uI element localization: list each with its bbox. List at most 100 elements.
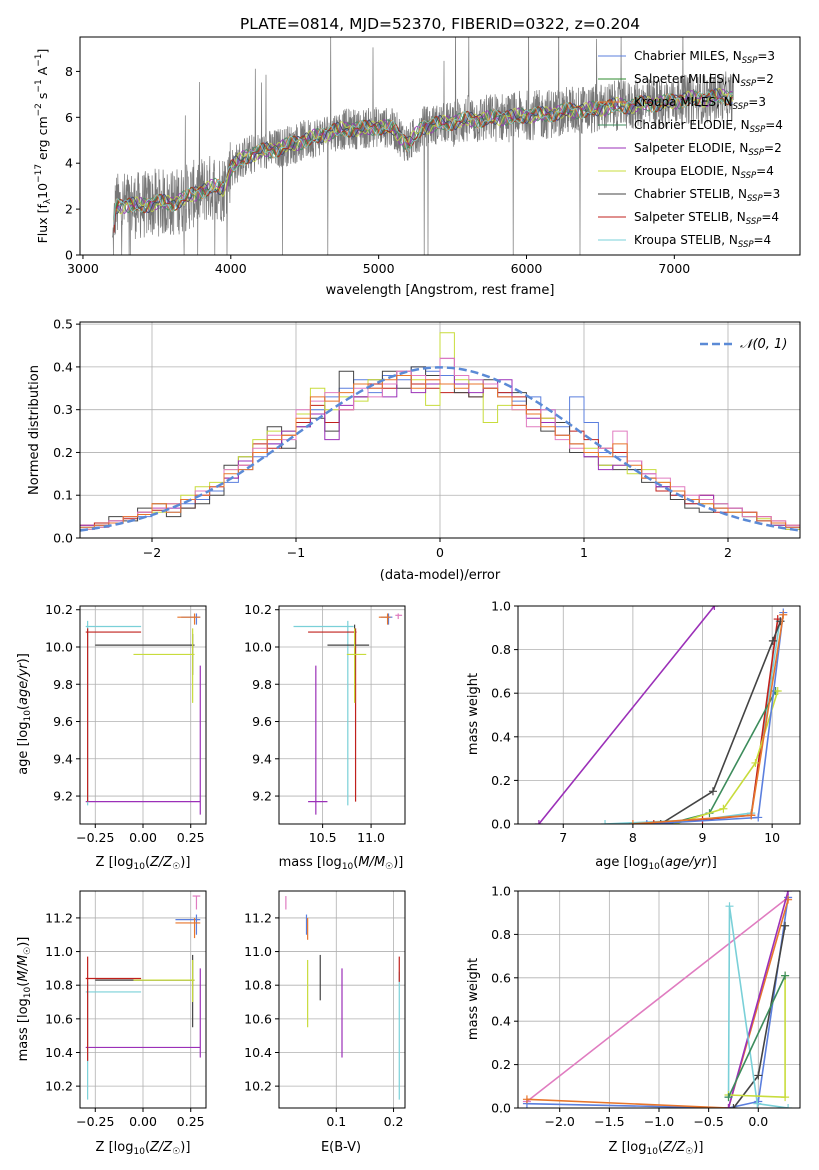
spectrum-ylabel: Flux [fλ10−17 erg cm−2 s−1 A−1] — [34, 49, 53, 244]
weight-marker — [773, 687, 782, 696]
x-tick-label: 4000 — [215, 261, 247, 276]
legend-label: Kroupa MILES, NSSP=3 — [634, 95, 766, 112]
weight-marker — [649, 820, 658, 824]
weight-vs-age-panel: 7 8 9 10 0.0 0.2 0.4 0.6 0.8 1.0 mass weight age … — [466, 599, 801, 872]
y-tick-label: 0.1 — [53, 488, 73, 503]
weight-marker — [754, 813, 763, 822]
y-tick-label: 9.6 — [53, 714, 73, 729]
weight-marker — [776, 617, 785, 626]
spectrum-y-ticks: 0 2 4 6 8 — [65, 64, 80, 263]
y-tick-label: 10.6 — [244, 1011, 272, 1026]
x-tick-label: 7000 — [658, 261, 690, 276]
x-tick-label: −1.5 — [594, 1114, 624, 1129]
y-tick-label: 0.8 — [491, 642, 511, 657]
y-tick-label: 9.2 — [252, 789, 272, 804]
residual-panel: −2 −1 0 1 2 0.0 0.1 0.2 0.3 0.4 0.5 (data-model)/… — [27, 317, 801, 583]
legend-label: Chabrier MILES, NSSP=3 — [634, 49, 775, 66]
y-tick-label: 0.6 — [491, 970, 511, 985]
x-tick-label: 0 — [436, 545, 444, 560]
spectrum-axes-frame — [79, 36, 801, 256]
spectrum-lines — [112, 37, 734, 255]
y-tick-label: 1.0 — [491, 884, 511, 899]
model-spectrum — [113, 88, 733, 229]
age-vs-mass-panel: 10.5 11.0 9.2 9.4 9.6 9.8 10.0 10.2 mass [log10… — [244, 602, 406, 872]
x-tick-label: 7 — [559, 830, 567, 845]
weight-marker — [719, 804, 728, 813]
weight-vs-age-plot: 7 8 9 10 0.0 0.2 0.4 0.6 0.8 1.0 — [491, 599, 801, 845]
panel-marks — [522, 891, 793, 1108]
x-tick-label: −2 — [143, 545, 161, 560]
x-tick-label: 0.00 — [129, 830, 157, 845]
x-tick-label: 6000 — [511, 261, 543, 276]
weight-line — [526, 896, 789, 1103]
weight-marker — [779, 610, 788, 619]
model-spectrum — [113, 91, 733, 225]
spectrum-xlabel: wavelength [Angstrom, rest frame] — [326, 283, 555, 298]
weight-line — [727, 891, 789, 1108]
weight-marker — [601, 820, 610, 824]
residual-x-ticks: −2 −1 0 1 2 — [143, 538, 732, 560]
y-tick-label: 0.6 — [491, 686, 511, 701]
age-vs-mass-plot: 10.5 11.0 9.2 9.4 9.6 9.8 10.0 10.2 — [244, 602, 406, 845]
weight-vs-age-ylabel: mass weight — [466, 673, 481, 755]
weight-marker — [784, 891, 793, 895]
y-tick-label: 0.0 — [491, 1101, 511, 1116]
x-tick-label: 0.25 — [177, 1114, 205, 1129]
x-tick-label: 3000 — [67, 261, 99, 276]
age-vs-z-panel: −0.25 0.00 0.25 9.2 9.4 9.6 9.8 10.0 10.2 age [l… — [16, 602, 207, 872]
y-tick-label: 10.2 — [45, 1079, 73, 1094]
model-spectrum — [113, 87, 734, 231]
weight-marker — [747, 811, 756, 820]
weight-vs-z-panel: −2.0 −1.5 −1.0 −0.5 0.0 0.0 0.2 0.4 0.6 0.8 1.0 ma… — [466, 884, 801, 1157]
x-tick-label: 0.1 — [326, 1114, 346, 1129]
x-tick-label: 0.0 — [748, 1114, 768, 1129]
axes-frame — [517, 605, 801, 825]
weight-marker — [710, 606, 719, 610]
y-tick-label: 10.2 — [45, 602, 73, 617]
x-tick-label: 8 — [629, 830, 637, 845]
x-tick-label: −1 — [287, 545, 305, 560]
residual-legend: 𝒩(0, 1) — [700, 337, 787, 352]
axes-frame — [278, 890, 406, 1109]
weight-marker — [534, 820, 543, 824]
weight-marker — [724, 1093, 733, 1102]
weight-marker — [724, 1104, 733, 1108]
y-tick-label: 10.2 — [244, 602, 272, 617]
y-tick-label: 0.4 — [491, 1014, 511, 1029]
y-tick-label: 11.2 — [244, 910, 272, 925]
legend-label: Salpeter MILES, NSSP=2 — [634, 72, 774, 89]
mass-vs-z-panel: −0.25 0.00 0.25 10.2 10.4 10.6 10.8 11.0 11.2 ma… — [16, 890, 207, 1157]
y-tick-label: 8 — [65, 64, 73, 79]
mass-vs-ebv-plot: 0.1 0.2 10.2 10.4 10.6 10.8 11.0 11.2 — [244, 890, 406, 1129]
y-tick-label: 0.2 — [491, 1057, 511, 1072]
y-tick-label: 11.0 — [244, 944, 272, 959]
residual-histograms — [79, 332, 801, 538]
legend-label: Chabrier ELODIE, NSSP=4 — [634, 118, 783, 135]
y-tick-label: 0.4 — [491, 729, 511, 744]
weight-marker — [708, 787, 717, 796]
weight-line — [727, 975, 786, 1098]
weight-vs-z-xlabel: Z [log10(Z/Z☉)] — [609, 1140, 704, 1157]
y-tick-label: 0.0 — [491, 817, 511, 832]
x-tick-label: 10 — [764, 830, 780, 845]
weight-marker — [781, 1093, 790, 1102]
legend-label: Kroupa STELIB, NSSP=4 — [634, 233, 771, 250]
y-tick-label: 10.8 — [45, 978, 73, 993]
y-tick-label: 9.4 — [252, 751, 272, 766]
weight-line — [727, 906, 789, 1108]
panel-marks — [293, 613, 403, 815]
weight-marker — [753, 1099, 762, 1108]
y-tick-label: 9.8 — [252, 677, 272, 692]
y-tick-label: 0.5 — [53, 317, 73, 332]
y-tick-label: 6 — [65, 110, 73, 125]
y-tick-label: 11.2 — [45, 910, 73, 925]
spectrum-panel: PLATE=0814, MJD=52370, FIBERID=0322, z=0… — [34, 15, 801, 298]
weight-line — [538, 606, 716, 824]
y-tick-label: 0 — [65, 248, 73, 263]
y-tick-label: 0.3 — [53, 402, 73, 417]
legend-label: Kroupa ELODIE, NSSP=4 — [634, 164, 774, 181]
x-tick-label: 2 — [724, 545, 732, 560]
y-tick-label: 10.4 — [244, 1045, 272, 1060]
x-tick-label: −0.25 — [76, 830, 114, 845]
legend-label: Salpeter STELIB, NSSP=4 — [634, 210, 779, 227]
